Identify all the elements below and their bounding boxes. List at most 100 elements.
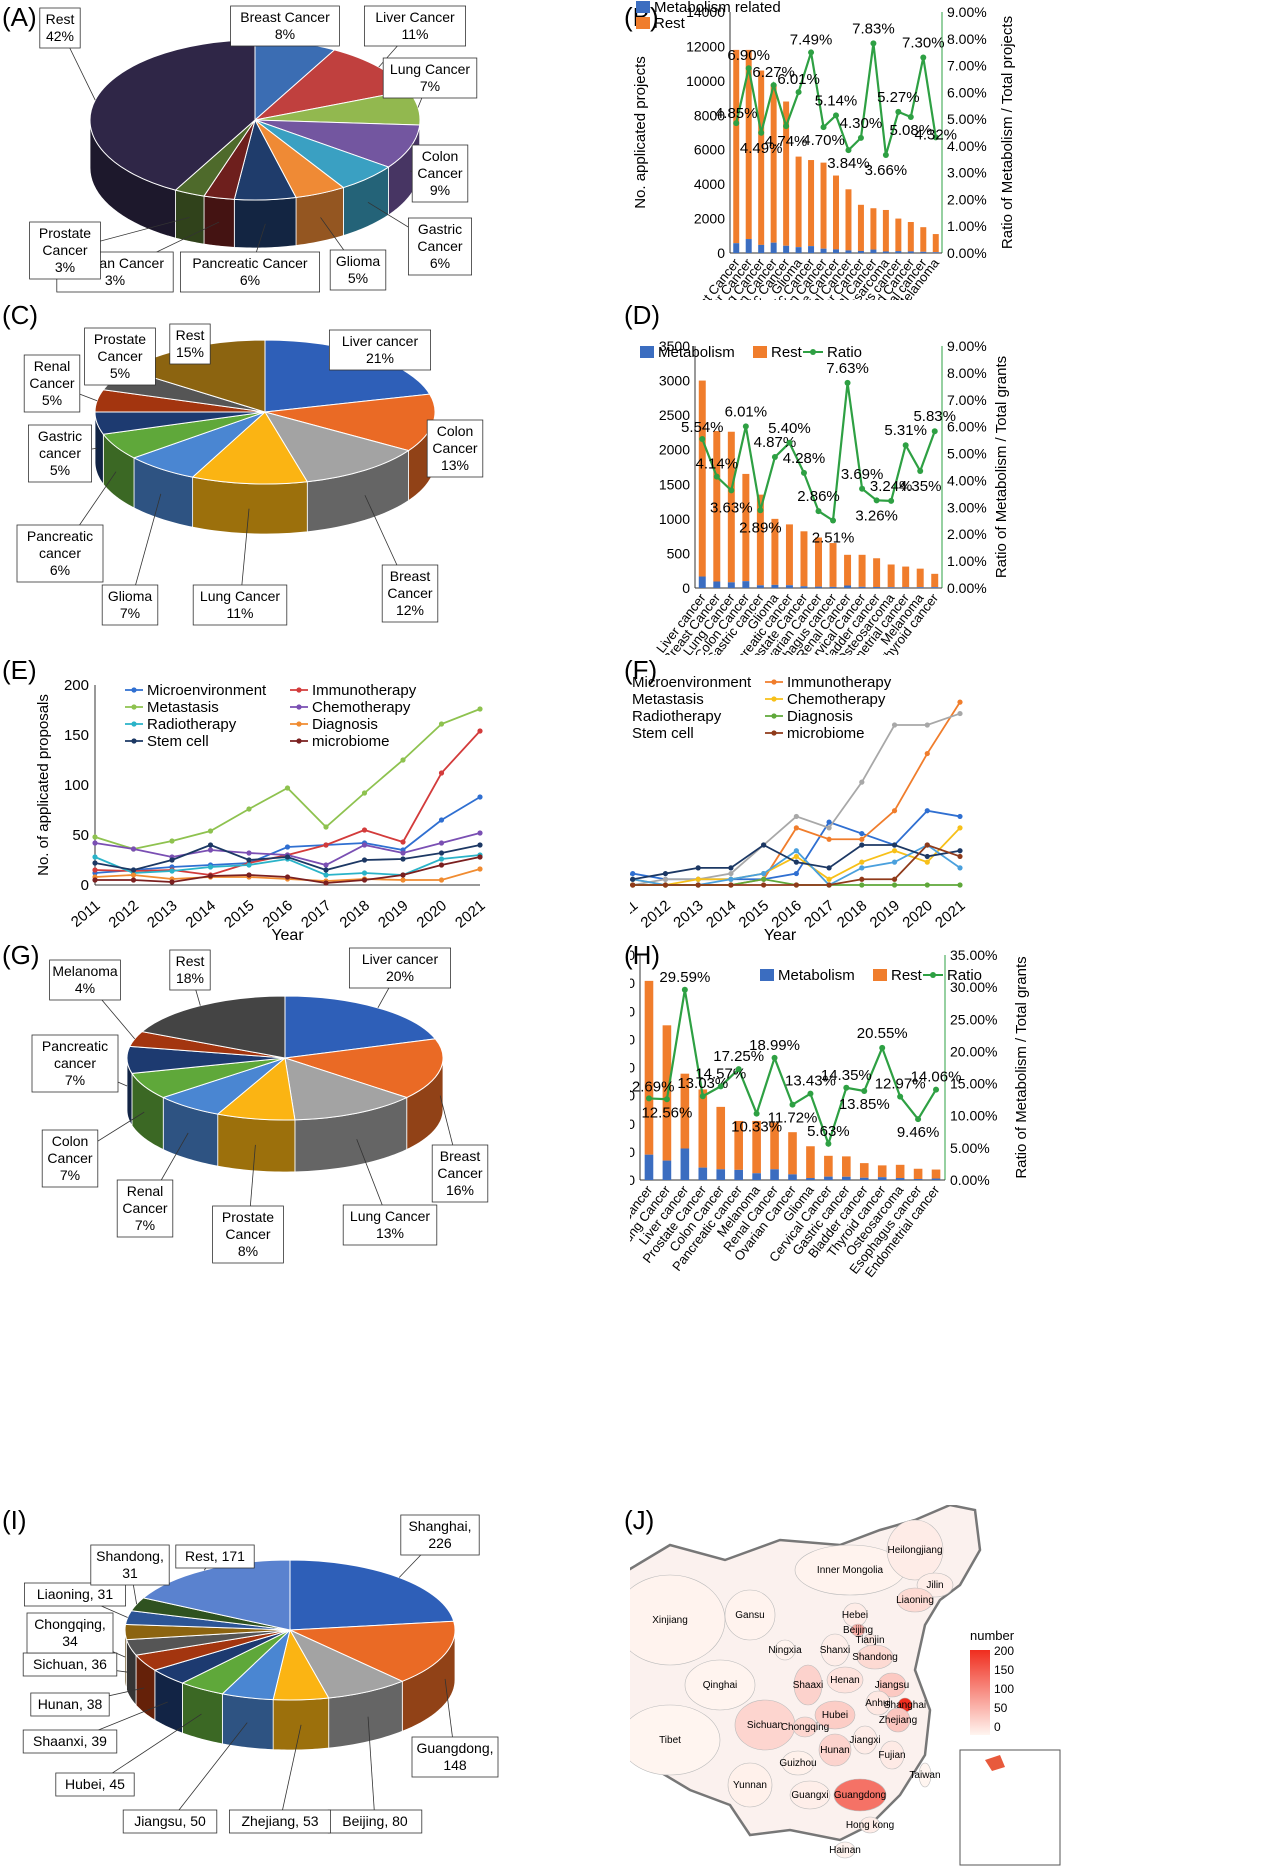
bar-metabolism [895,251,902,253]
bar-metabolism [913,1178,923,1180]
x-tick-label: 2014 [183,897,219,931]
legend-marker [771,679,777,685]
series-point [793,853,799,860]
series-point [859,876,865,882]
province-label: Ningxia [768,1645,802,1656]
province-label: Tibet [659,1735,681,1746]
series-point [826,836,832,842]
ratio-point [830,517,837,524]
province-label: Hebei [842,1610,868,1621]
series-point [630,870,636,877]
legend-label: Radiotherapy [632,708,722,725]
pie-label-12: Rest, 171 [185,1548,245,1564]
pie-chart-c: Liver cancer 21% Colon Cancer 13% Breast Cance… [16,323,484,626]
series-point [400,850,406,856]
series-line [630,843,961,887]
ratio-point [663,1096,670,1103]
pie-label-box-4 [122,1809,218,1834]
pie-label-box-6 [31,1034,119,1093]
x-tick-label: 2021 [932,897,968,931]
y-tick-label: 2000 [659,442,690,458]
series-point [761,882,767,888]
pie-side-3 [192,476,308,535]
ratio-point [795,89,802,96]
ratio-label: 14.35% [821,1067,872,1084]
x-tick-label: 2013 [144,897,180,931]
pie-label-box-3 [212,1205,284,1264]
series-point [438,817,445,823]
pie-slice-1 [289,1620,456,1682]
bar-metabolism [824,1176,833,1180]
y-tick-label: 1500 [659,476,690,492]
panel-label-g: (G) [2,940,40,970]
y2-axis-title: Ratio of Metabolism / Total grants [1013,956,1030,1178]
legend-marker [810,349,816,355]
ratio-point [717,1083,724,1090]
series-point [859,865,865,871]
pie-label-box-3 [411,144,469,203]
y2-tick-label: 1.00% [947,553,987,569]
pie-leader-4 [169,1722,248,1822]
pie-label-6: Pancreatic cancer 7% [42,1038,108,1088]
bar-metabolism [806,1178,815,1180]
province-shanxi [820,1633,850,1667]
series-point [891,848,898,854]
series-point [477,728,483,734]
series-point [361,877,368,883]
ratio-label: 20.55% [857,1025,908,1042]
pie-chart-g: Liver cancer 20% Breast Cancer 16%Lung Cance… [31,947,489,1264]
pie-label-0: Breast Cancer 8% [240,9,330,42]
pie-label-box-9 [169,323,211,365]
y-tick-label: 200 [64,677,89,694]
bar-metabolism [870,249,877,253]
ratio-label: 5.40% [768,420,811,437]
y2-axis-title: Ratio of Metabolism / Total grants [993,356,1010,578]
province-label: Hubei [822,1710,848,1721]
legend-label: microbiome [312,733,390,750]
legend-label: Diagnosis [787,708,853,725]
ratio-label: 3.69% [841,466,884,483]
pie-label-box-8 [29,221,101,280]
series-point [957,848,963,854]
series-point [761,876,767,882]
legend-label: Stem cell [147,733,209,750]
pie-label-box-5 [329,249,387,291]
pie-label-9: Chongqing, 34 [34,1616,106,1649]
pie-side-7 [203,195,235,248]
map-legend-title: number [970,1628,1015,1643]
bar-metabolism [771,584,779,588]
province-label: Jiangxi [849,1735,880,1746]
pie-label-10: Liaoning, 31 [37,1586,114,1602]
ratio-label: 6.01% [725,403,768,420]
pie-label-box-0 [348,947,451,989]
ratio-label: 3.24% [870,478,913,495]
pie-slice-2 [263,411,410,483]
province-label: Guizhou [779,1758,816,1769]
province-fujian [879,1740,905,1770]
y2-tick-label: 1.00% [947,218,987,234]
bar-line-chart-d: 0 500 1000 1500 2000 2500 3000 3500 0.00% 1.00% 2.… [640,338,1010,655]
pie-side-3 [272,1697,330,1751]
pie-label-box-9 [26,1612,114,1654]
pie-label-box-5 [55,1772,135,1797]
pie-label-7: Renal Cancer 5% [29,358,74,408]
series-line [630,712,961,886]
y2-tick-label: 9.00% [947,4,987,20]
series-point [957,710,963,717]
ratio-point [735,1066,742,1073]
series-point [957,813,963,820]
map-legend-tick: 150 [994,1663,1014,1677]
ratio-label: 4.28% [783,450,826,467]
legend-label: Ratio [947,967,982,984]
bar-metabolism [895,1178,905,1180]
province-label: Gansu [735,1610,764,1621]
pie-label-box-7 [30,1692,110,1717]
legend-label: Diagnosis [312,716,378,733]
legend-swatch [873,969,887,981]
series-point [761,842,767,848]
series-point [924,853,930,860]
province-label: Taiwan [909,1770,940,1781]
panel-label-h: (H) [624,940,661,970]
y2-tick-label: 5.00% [947,111,987,127]
